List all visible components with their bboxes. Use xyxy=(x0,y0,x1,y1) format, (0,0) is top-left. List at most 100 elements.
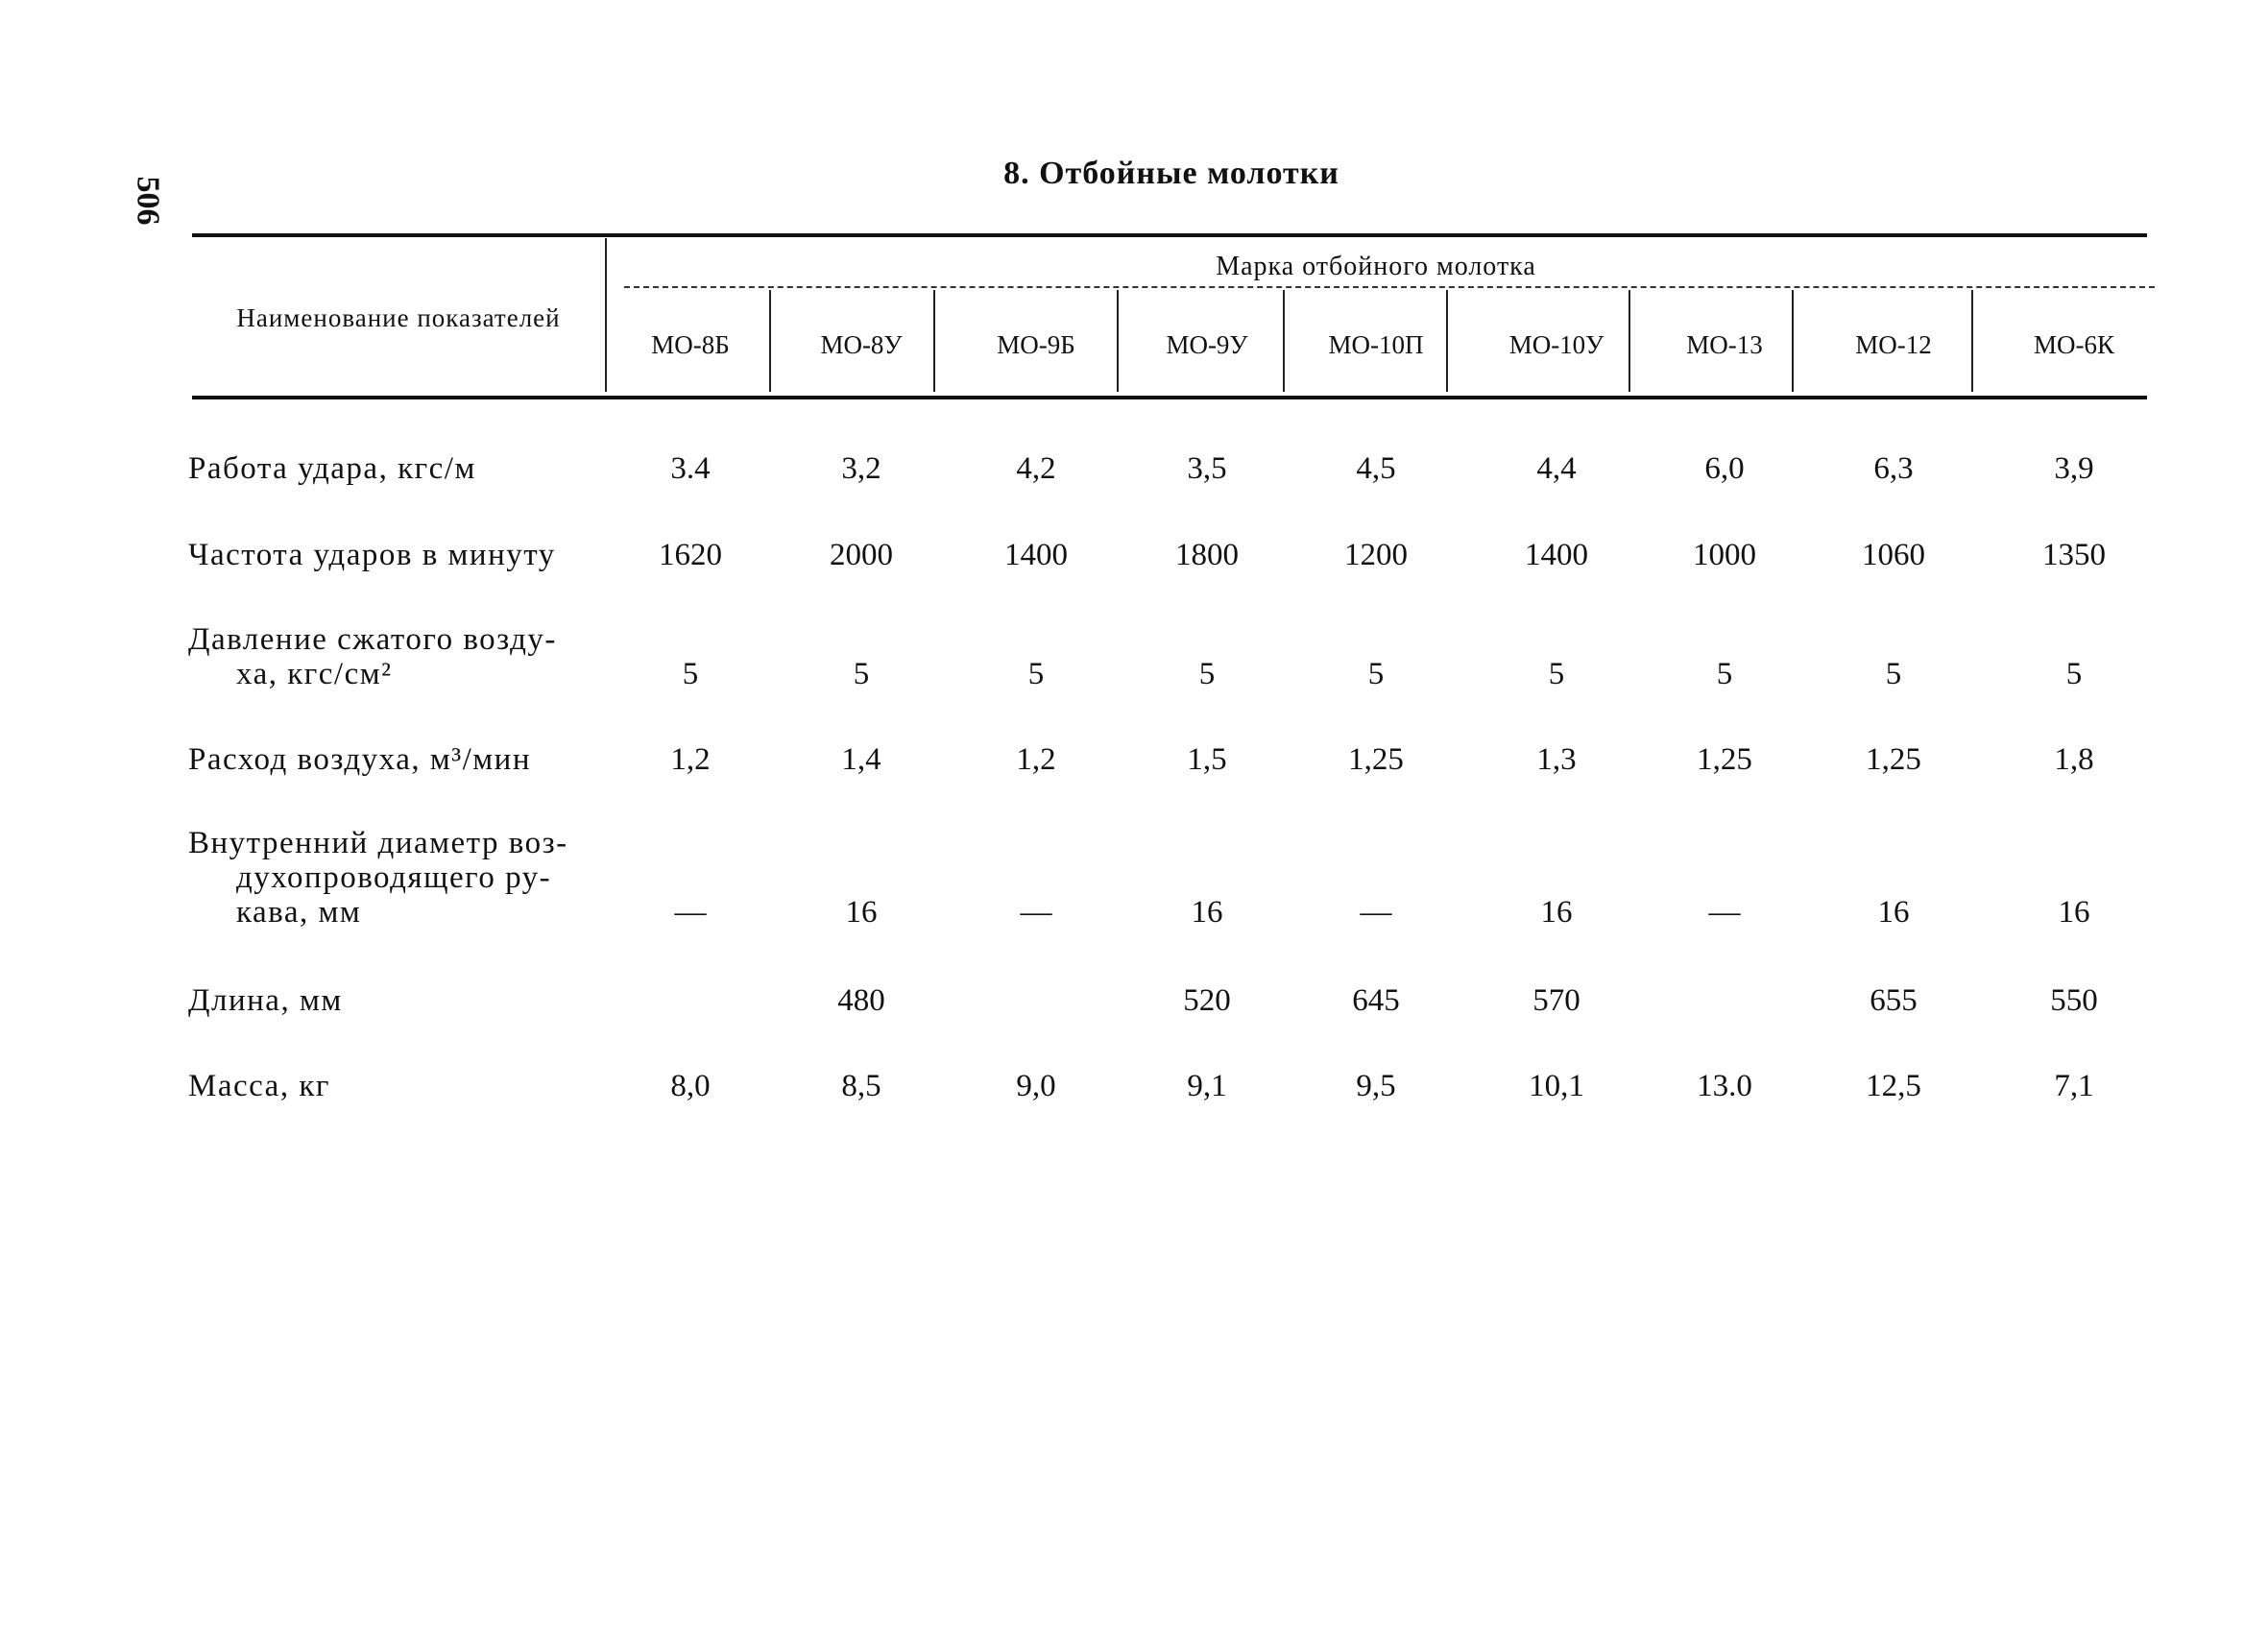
table-cell: 6,0 xyxy=(1704,451,1745,486)
row-label-line: Масса, кг xyxy=(188,1069,330,1103)
row-label-line: Давление сжатого возду- xyxy=(188,622,557,657)
table-cell: 5 xyxy=(2065,657,2083,691)
table-cell: 480 xyxy=(837,983,885,1018)
table-cell: 1,3 xyxy=(1536,742,1577,777)
table-top-rule xyxy=(192,233,2147,237)
column-header: МО-9Б xyxy=(997,330,1075,359)
table-cell: 1,8 xyxy=(2054,742,2094,777)
column-header: МО-9У xyxy=(1166,330,1248,359)
row-label: Работа удара, кгс/м xyxy=(188,451,605,486)
table-cell: 550 xyxy=(2050,983,2098,1018)
row-label: Длина, мм xyxy=(188,983,605,1018)
table-cell: 16 xyxy=(1191,895,1223,930)
table-cell: 1400 xyxy=(1004,538,1068,572)
column-divider xyxy=(1792,290,1794,392)
table-cell: 2000 xyxy=(830,538,893,572)
table-cell: 1060 xyxy=(1862,538,1925,572)
column-header: МО-8Б xyxy=(651,330,730,359)
table-cell: 1,5 xyxy=(1187,742,1227,777)
row-header-divider xyxy=(605,238,607,392)
table-cell: 5 xyxy=(1716,657,1733,691)
table-cell: 5 xyxy=(853,657,870,691)
table-cell: 5 xyxy=(1198,657,1216,691)
table-cell: 7,1 xyxy=(2054,1069,2094,1103)
table-cell: 16 xyxy=(1877,895,1910,930)
table-cell: — xyxy=(1020,895,1052,930)
table-cell: 1620 xyxy=(659,538,722,572)
table-cell: 1,2 xyxy=(670,742,711,777)
table-cell: 12,5 xyxy=(1866,1069,1921,1103)
table-cell: 3,9 xyxy=(2054,451,2094,486)
row-label-line: кава, мм xyxy=(236,895,362,930)
table-cell: 9,0 xyxy=(1016,1069,1056,1103)
row-label-line: ха, кгс/см² xyxy=(236,657,393,691)
table-cell: 8,0 xyxy=(670,1069,711,1103)
table-cell: 5 xyxy=(1027,657,1045,691)
table-cell: 1,25 xyxy=(1697,742,1752,777)
table-cell: 13.0 xyxy=(1697,1069,1752,1103)
row-label: Частота ударов в минуту xyxy=(188,538,605,572)
column-divider xyxy=(1971,290,1973,392)
table-header-rule xyxy=(192,396,2147,399)
table-cell: 16 xyxy=(845,895,878,930)
row-label: Масса, кг xyxy=(188,1069,605,1103)
column-divider xyxy=(933,290,935,392)
table-cell: — xyxy=(1360,895,1392,930)
group-header-rule xyxy=(624,286,2155,288)
table-cell: 3.4 xyxy=(670,451,711,486)
table-cell: 6,3 xyxy=(1873,451,1914,486)
table-cell: 1200 xyxy=(1344,538,1408,572)
table-cell: 1400 xyxy=(1525,538,1588,572)
table-cell: 1,25 xyxy=(1348,742,1404,777)
table-cell: 5 xyxy=(1367,657,1385,691)
table-cell: 5 xyxy=(1548,657,1565,691)
row-label-line: Расход воздуха, м³/мин xyxy=(188,742,531,777)
row-label: Давление сжатого возду-ха, кгс/см² xyxy=(188,622,605,691)
column-header: МО-13 xyxy=(1686,330,1763,359)
table-cell: 3,2 xyxy=(841,451,881,486)
table-cell: 9,5 xyxy=(1356,1069,1396,1103)
table-cell: 3,5 xyxy=(1187,451,1227,486)
table-cell: 9,1 xyxy=(1187,1069,1227,1103)
table-cell: 16 xyxy=(1540,895,1573,930)
table-cell: 1350 xyxy=(2042,538,2106,572)
table-cell: 16 xyxy=(2058,895,2090,930)
column-divider xyxy=(1629,290,1630,392)
group-header: Марка отбойного молотка xyxy=(1216,252,1536,281)
row-label-line: Внутренний диаметр воз- xyxy=(188,826,568,860)
column-divider xyxy=(769,290,771,392)
row-label-line: Частота ударов в минуту xyxy=(188,538,556,572)
column-divider xyxy=(1446,290,1448,392)
table-cell: 1000 xyxy=(1693,538,1756,572)
row-label: Расход воздуха, м³/мин xyxy=(188,742,605,777)
table-cell: 10,1 xyxy=(1529,1069,1584,1103)
table-cell: 1,25 xyxy=(1866,742,1921,777)
table-cell: 1,2 xyxy=(1016,742,1056,777)
table-cell: 570 xyxy=(1532,983,1580,1018)
column-header: МО-12 xyxy=(1855,330,1932,359)
column-header: МО-6К xyxy=(2033,330,2114,359)
row-label: Внутренний диаметр воз-духопроводящего р… xyxy=(188,826,605,930)
table-cell: — xyxy=(1708,895,1741,930)
row-label-line: духопроводящего ру- xyxy=(236,860,552,895)
table-cell: 1,4 xyxy=(841,742,881,777)
column-divider xyxy=(1283,290,1285,392)
page-title: 8. Отбойные молотки xyxy=(1003,156,1339,191)
row-label-line: Работа удара, кгс/м xyxy=(188,451,476,486)
table-cell: 4,2 xyxy=(1016,451,1056,486)
table-cell: 4,4 xyxy=(1536,451,1577,486)
table-cell: 655 xyxy=(1870,983,1918,1018)
column-divider xyxy=(1117,290,1119,392)
column-header: МО-8У xyxy=(820,330,903,359)
table-cell: 5 xyxy=(682,657,699,691)
table-cell: 645 xyxy=(1352,983,1400,1018)
table-cell: 8,5 xyxy=(841,1069,881,1103)
column-header: МО-10П xyxy=(1328,330,1424,359)
row-label-line: Длина, мм xyxy=(188,983,343,1018)
table-cell: 520 xyxy=(1183,983,1231,1018)
table-cell: 4,5 xyxy=(1356,451,1396,486)
table-cell: 5 xyxy=(1885,657,1902,691)
table-cell: — xyxy=(674,895,707,930)
column-header: МО-10У xyxy=(1508,330,1604,359)
table-cell: 1800 xyxy=(1175,538,1239,572)
